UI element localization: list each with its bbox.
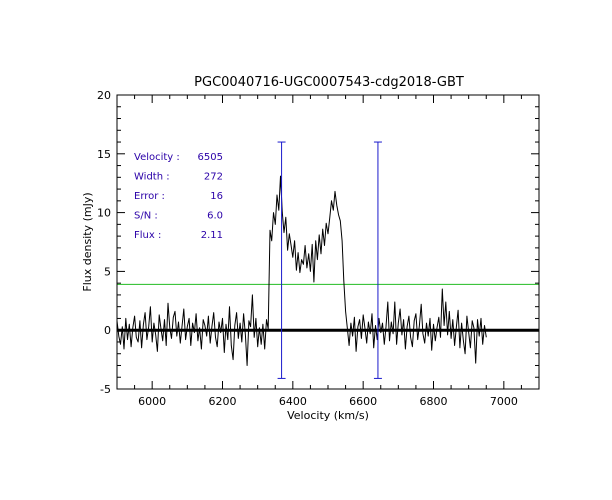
chart-title: PGC0040716-UGC0007543-cdg2018-GBT xyxy=(194,75,464,90)
y-tick-label: 15 xyxy=(97,148,111,161)
x-axis-title: Velocity (km/s) xyxy=(287,409,369,422)
stat-value: 272 xyxy=(204,172,223,183)
stat-label: Velocity : xyxy=(134,152,180,163)
y-tick-label: 10 xyxy=(97,207,111,220)
stats-layer: Velocity : 6505 Width : 272 Error : 16 S/N : 6.… xyxy=(134,152,223,241)
x-tick-label: 6800 xyxy=(420,395,448,408)
y-tick-label: 5 xyxy=(104,265,111,278)
stat-value: 16 xyxy=(210,191,223,202)
x-tick-label: 6600 xyxy=(349,395,377,408)
stat-label: Error : xyxy=(134,191,165,202)
y-tick-label: -5 xyxy=(100,383,111,396)
stat-label: Flux : xyxy=(134,230,161,241)
x-tick-label: 6400 xyxy=(279,395,307,408)
stat-label: Width : xyxy=(134,172,170,183)
plot-frame xyxy=(116,94,540,390)
lines-layer xyxy=(116,141,539,379)
y-tick-label: 0 xyxy=(104,324,111,337)
stat-value: 6.0 xyxy=(207,211,223,222)
y-tick-label: 20 xyxy=(97,89,111,102)
x-tick-label: 6000 xyxy=(138,395,166,408)
stat-label: S/N : xyxy=(134,211,158,222)
x-tick-label: 7000 xyxy=(490,395,518,408)
stat-value: 2.11 xyxy=(201,230,223,241)
x-tick-label: 6200 xyxy=(209,395,237,408)
y-axis-title: Flux density (mJy) xyxy=(81,192,94,291)
spectrum-line xyxy=(116,175,487,366)
stat-value: 6505 xyxy=(198,152,223,163)
